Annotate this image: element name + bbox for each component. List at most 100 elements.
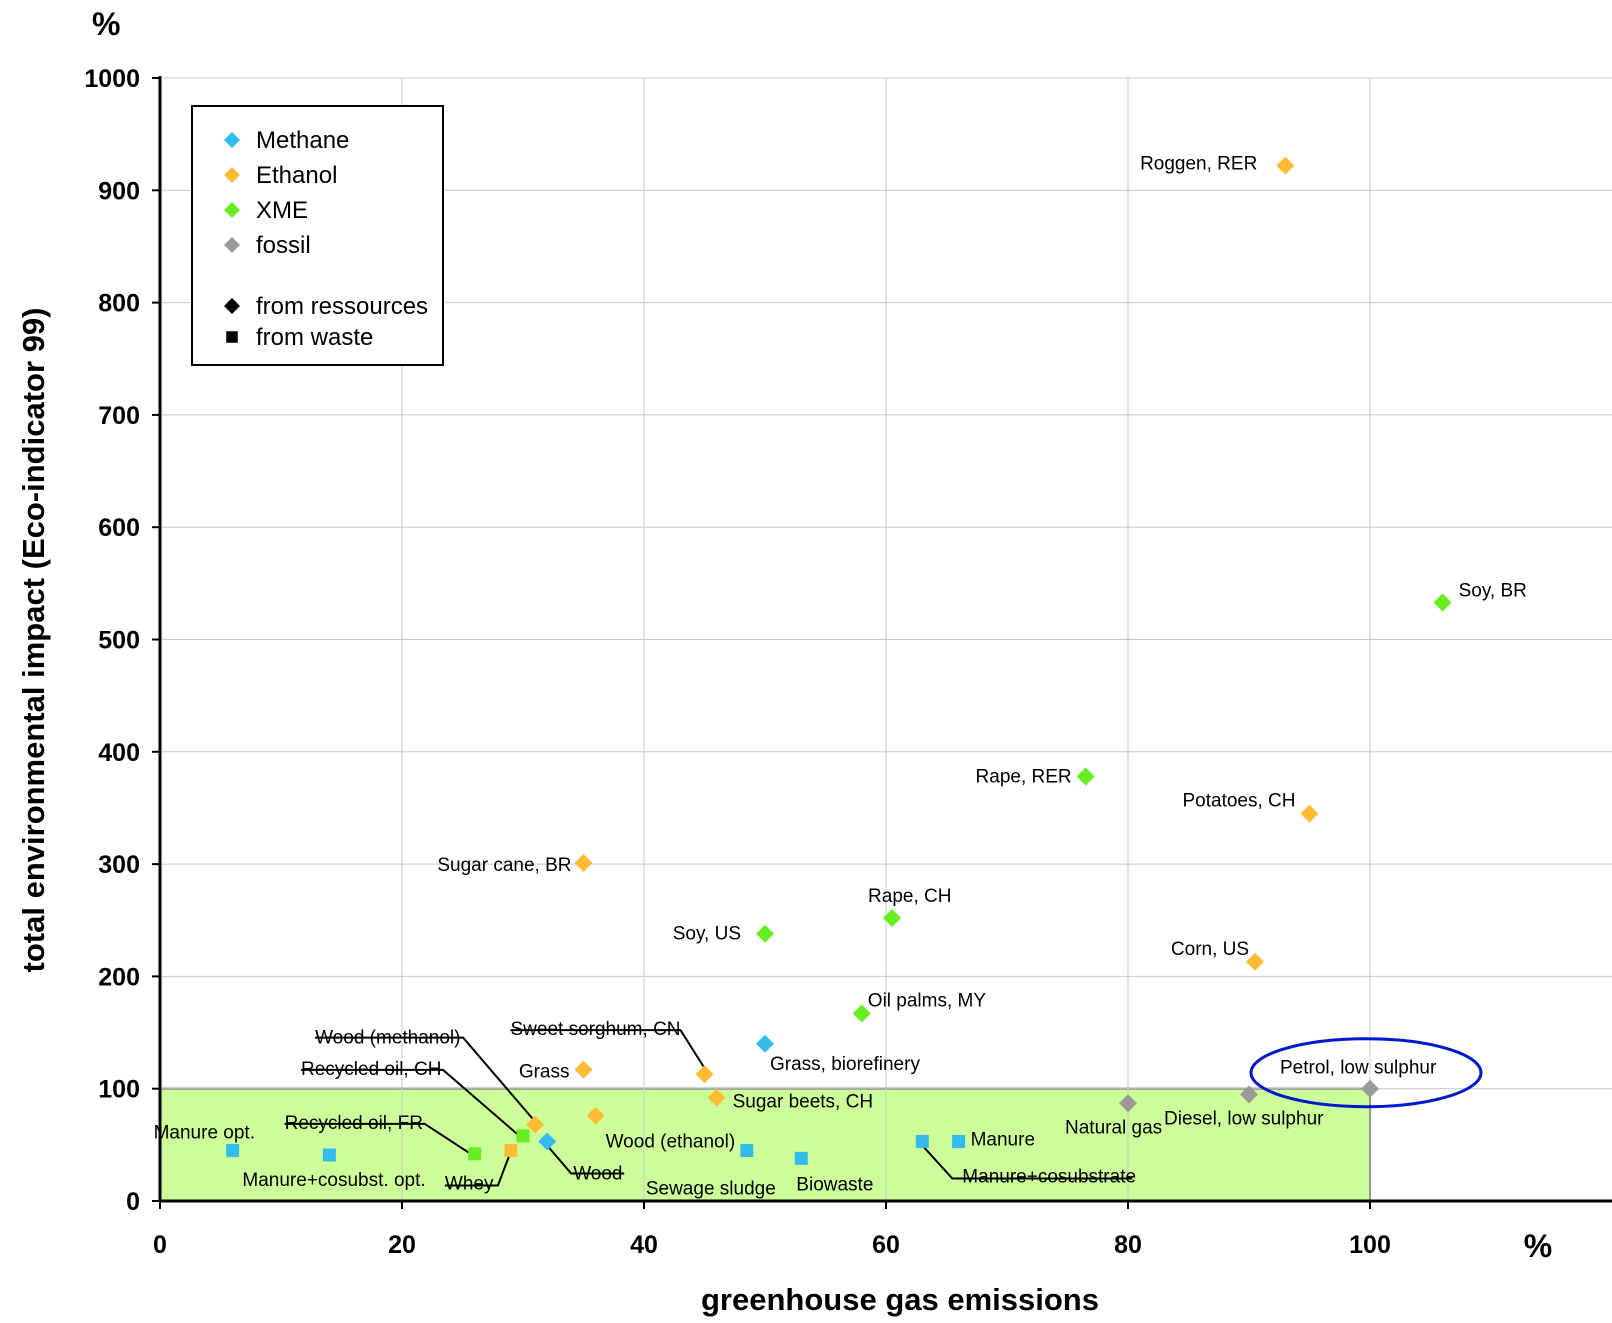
- data-point-wood-ethanol: [586, 1106, 605, 1125]
- data-point-whey: [504, 1143, 518, 1157]
- data-label-sewage-sludge: Sewage sludge: [646, 1178, 776, 1199]
- data-label-diesel-low-sulphur: Diesel, low sulphur: [1164, 1108, 1324, 1129]
- data-label-recycled-oil-fr: Recycled oil, FR: [285, 1113, 423, 1134]
- data-label-potatoes-ch: Potatoes, CH: [1183, 791, 1296, 812]
- data-label-recycled-oil-ch: Recycled oil, CH: [301, 1059, 441, 1080]
- data-point-wood: [538, 1132, 557, 1151]
- data-point-sweet-sorghum-cn: [695, 1065, 714, 1084]
- data-label-corn-us: Corn, US: [1171, 939, 1249, 960]
- data-point-rape-rer: [1076, 767, 1095, 786]
- leader-line: [315, 1036, 536, 1123]
- data-label-soy-us: Soy, US: [673, 924, 741, 945]
- data-label-rape-ch: Rape, CH: [868, 886, 951, 907]
- data-point-biowaste: [794, 1151, 808, 1165]
- data-point-grass-biorefinery: [756, 1034, 774, 1053]
- data-label-manure-opt: Manure opt.: [154, 1122, 255, 1143]
- data-label-manure: Manure: [971, 1129, 1035, 1150]
- x-tick-label: 0: [153, 1231, 167, 1259]
- data-point-recycled-oil-ch: [516, 1129, 530, 1143]
- data-point-corn-us: [1246, 952, 1265, 971]
- legend-label-methane: Methane: [256, 127, 349, 154]
- legend-label-diamond: from ressources: [256, 293, 428, 320]
- data-point-manure-opt: [226, 1143, 240, 1157]
- data-label-biowaste: Biowaste: [796, 1174, 873, 1195]
- legend-marker-ethanol: [224, 167, 240, 183]
- data-point-sugar-beets-ch: [707, 1088, 726, 1107]
- y-tick-label: 900: [98, 177, 140, 205]
- x-tick-label: 80: [1114, 1231, 1142, 1259]
- data-point-petrol-low-sulphur: [1361, 1079, 1379, 1098]
- data-point-natural-gas: [1119, 1094, 1137, 1113]
- data-point-recycled-oil-fr: [468, 1147, 482, 1161]
- data-point-soy-br: [1433, 593, 1452, 612]
- y-unit-label: %: [92, 6, 120, 42]
- y-tick-label: 400: [98, 739, 140, 767]
- y-tick-label: 600: [98, 514, 140, 542]
- legend-box: [191, 105, 444, 366]
- legend-label-fossil: fossil: [256, 232, 311, 259]
- legend: Methane Ethanol XME fossil from ressources fr…: [191, 105, 444, 366]
- data-point-potatoes-ch: [1300, 804, 1319, 823]
- data-label-grass-biorefinery: Grass, biorefinery: [770, 1054, 920, 1075]
- leader-line: [444, 1156, 510, 1187]
- data-label-roggen-rer: Roggen, RER: [1140, 154, 1257, 175]
- data-label-sugar-beets-ch: Sugar beets, CH: [733, 1092, 873, 1113]
- data-label-oil-palms-my: Oil palms, MY: [868, 990, 987, 1011]
- data-point-roggen-rer: [1276, 156, 1295, 175]
- leader-line: [921, 1144, 1133, 1180]
- data-label-soy-br: Soy, BR: [1459, 580, 1527, 601]
- x-tick-label: 100: [1349, 1231, 1391, 1259]
- y-tick-label: 1000: [84, 65, 140, 93]
- leader-line: [510, 1029, 706, 1069]
- highlight-region: [159, 1087, 1371, 1202]
- data-point-manure-cosubst-opt: [322, 1148, 336, 1162]
- data-label-sugar-cane-br: Sugar cane, BR: [437, 855, 571, 876]
- legend-marker-fossil: [224, 237, 240, 253]
- data-label-wood-ethanol: Wood (ethanol): [606, 1132, 736, 1153]
- data-point-rape-ch: [883, 909, 902, 928]
- x-tick-label: 60: [872, 1231, 900, 1259]
- data-label-manure-cosubstrate: Manure+cosubstrate: [962, 1166, 1136, 1187]
- data-point-oil-palms-my: [852, 1004, 871, 1023]
- data-point-manure: [952, 1135, 966, 1148]
- data-label-wood-methanol: Wood (methanol): [315, 1028, 460, 1049]
- y-tick-label: 300: [98, 851, 140, 879]
- x-tick-label: 40: [630, 1231, 658, 1259]
- legend-label-ethanol: Ethanol: [256, 162, 337, 189]
- data-point-wood-methanol: [526, 1115, 545, 1134]
- data-point-sewage-sludge: [740, 1143, 754, 1157]
- data-label-wood: Wood: [573, 1163, 622, 1184]
- legend-marker-square: [226, 331, 238, 343]
- legend-label-xme: XME: [256, 197, 308, 224]
- legend-label-square: from waste: [256, 324, 373, 351]
- data-label-whey: Whey: [445, 1173, 494, 1194]
- y-tick-label: 0: [126, 1188, 140, 1216]
- x-tick-label: 20: [388, 1231, 416, 1259]
- highlight-ellipse: [1249, 1037, 1483, 1109]
- y-tick-label: 700: [98, 402, 140, 430]
- data-point-soy-us: [756, 924, 774, 943]
- data-point-manure-cosubstrate: [915, 1135, 929, 1148]
- y-axis-title: total environmental impact (Eco-indicato…: [16, 308, 51, 973]
- data-label-natural-gas: Natural gas: [1065, 1117, 1162, 1138]
- data-point-sugar-cane-br: [574, 853, 593, 872]
- y-tick-label: 500: [98, 627, 140, 655]
- data-point-diesel-low-sulphur: [1240, 1085, 1258, 1104]
- y-tick-label: 200: [98, 963, 140, 991]
- y-tick-label: 800: [98, 290, 140, 318]
- y-tick-label: 100: [98, 1076, 140, 1104]
- data-point-grass: [574, 1060, 593, 1079]
- data-label-grass: Grass: [519, 1062, 570, 1083]
- legend-marker-xme: [224, 202, 240, 218]
- legend-marker-diamond: [224, 298, 240, 314]
- leader-line: [546, 1144, 625, 1175]
- x-axis-title: greenhouse gas emissions: [701, 1282, 1099, 1317]
- data-label-rape-rer: Rape, RER: [976, 767, 1072, 788]
- leader-line: [284, 1122, 472, 1155]
- data-label-petrol-low-sulphur: Petrol, low sulphur: [1280, 1058, 1437, 1079]
- legend-marker-methane: [224, 132, 240, 148]
- data-label-sweet-sorghum-cn: Sweet sorghum, CN: [511, 1019, 681, 1040]
- leader-line: [301, 1068, 518, 1135]
- x-unit-label: %: [1524, 1228, 1552, 1264]
